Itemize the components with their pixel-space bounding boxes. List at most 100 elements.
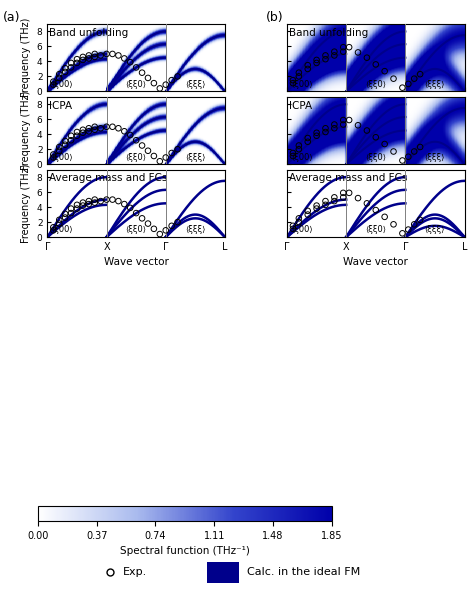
- Text: Band unfolding: Band unfolding: [49, 28, 128, 38]
- Point: [322, 55, 329, 64]
- Point: [168, 148, 175, 158]
- Text: Exp.: Exp.: [122, 567, 147, 577]
- Text: ⟨ξξξ⟩: ⟨ξξξ⟩: [185, 153, 206, 162]
- Point: [313, 55, 320, 65]
- Text: ⟨ξ00⟩: ⟨ξ00⟩: [291, 225, 313, 234]
- Point: [289, 151, 297, 161]
- Point: [67, 135, 75, 145]
- Point: [61, 140, 69, 150]
- Point: [289, 221, 297, 231]
- Text: (b): (b): [266, 11, 283, 23]
- Point: [91, 195, 99, 204]
- Text: ⟨ξξ0⟩: ⟨ξξ0⟩: [365, 153, 386, 162]
- Point: [85, 196, 92, 206]
- FancyBboxPatch shape: [207, 562, 239, 582]
- Point: [67, 63, 75, 72]
- X-axis label: Wave vector: Wave vector: [343, 258, 408, 268]
- Point: [346, 188, 353, 198]
- Point: [55, 69, 63, 79]
- Point: [49, 77, 57, 86]
- Point: [295, 68, 302, 77]
- Point: [144, 219, 152, 228]
- Point: [390, 220, 397, 229]
- Point: [85, 54, 92, 63]
- Point: [97, 51, 104, 60]
- Point: [168, 75, 175, 85]
- Point: [416, 69, 424, 79]
- Point: [404, 225, 412, 234]
- Text: ⟨ξξξ⟩: ⟨ξξξ⟩: [185, 80, 206, 89]
- Text: ⟨ξξ0⟩: ⟨ξξ0⟩: [126, 80, 146, 89]
- Point: [339, 120, 347, 129]
- Point: [162, 80, 170, 89]
- Point: [295, 144, 302, 154]
- Point: [73, 204, 81, 213]
- Point: [372, 132, 380, 142]
- Point: [313, 128, 320, 138]
- Point: [330, 192, 338, 202]
- Point: [49, 223, 57, 232]
- Point: [120, 199, 128, 209]
- X-axis label: Wave vector: Wave vector: [104, 258, 169, 268]
- Point: [295, 141, 302, 150]
- Point: [330, 123, 338, 133]
- Y-axis label: Frequency (THz): Frequency (THz): [21, 18, 31, 98]
- Point: [67, 208, 75, 218]
- Point: [174, 217, 182, 227]
- Point: [313, 204, 320, 213]
- Point: [354, 120, 362, 130]
- Text: Average mass and FCs: Average mass and FCs: [289, 173, 407, 183]
- Point: [289, 78, 297, 88]
- Point: [390, 147, 397, 156]
- Text: Average mass and FCs: Average mass and FCs: [49, 173, 167, 183]
- Text: Calc. in the ideal FM: Calc. in the ideal FM: [247, 567, 361, 577]
- Point: [150, 78, 158, 88]
- Point: [127, 58, 134, 67]
- Point: [79, 55, 87, 65]
- Point: [132, 135, 140, 145]
- Point: [304, 137, 311, 147]
- Point: [162, 226, 170, 235]
- Point: [330, 51, 338, 60]
- Point: [127, 130, 134, 140]
- Point: [55, 219, 63, 228]
- Point: [115, 123, 122, 133]
- Y-axis label: Frequency (THz): Frequency (THz): [21, 164, 31, 243]
- Point: [115, 196, 122, 206]
- Point: [322, 127, 329, 137]
- Point: [339, 188, 347, 198]
- Point: [91, 125, 99, 135]
- Point: [138, 141, 146, 150]
- Point: [399, 83, 406, 92]
- Point: [304, 206, 311, 216]
- Point: [85, 51, 92, 60]
- Text: Band unfolding: Band unfolding: [289, 28, 368, 38]
- Point: [67, 204, 75, 213]
- Point: [168, 221, 175, 231]
- Point: [61, 213, 69, 222]
- Point: [150, 224, 158, 234]
- Text: ⟨ξ00⟩: ⟨ξ00⟩: [51, 153, 73, 162]
- Point: [85, 199, 92, 209]
- Point: [156, 84, 164, 93]
- Point: [115, 51, 122, 60]
- Point: [97, 123, 104, 133]
- Point: [55, 73, 63, 83]
- X-axis label: Spectral function (THz⁻¹): Spectral function (THz⁻¹): [120, 546, 250, 556]
- Text: ⟨ξξ0⟩: ⟨ξξ0⟩: [126, 225, 146, 234]
- Text: ⟨ξξξ⟩: ⟨ξξξ⟩: [425, 80, 445, 89]
- Point: [313, 58, 320, 68]
- Point: [339, 115, 347, 125]
- Text: ⟨ξξξ⟩: ⟨ξξξ⟩: [425, 225, 445, 234]
- Point: [174, 72, 182, 81]
- Point: [304, 133, 311, 143]
- Point: [416, 215, 424, 225]
- Text: ICPA: ICPA: [289, 101, 312, 111]
- Point: [49, 153, 57, 162]
- Point: [55, 146, 63, 156]
- Point: [156, 156, 164, 166]
- Text: ICPA: ICPA: [49, 101, 73, 111]
- Point: [322, 196, 329, 206]
- Point: [61, 209, 69, 219]
- Point: [109, 122, 116, 132]
